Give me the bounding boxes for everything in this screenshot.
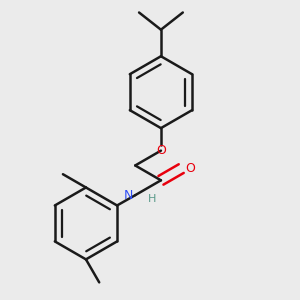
Text: O: O [156,144,166,157]
Text: H: H [148,194,156,204]
Text: O: O [185,162,195,175]
Text: N: N [123,189,133,202]
